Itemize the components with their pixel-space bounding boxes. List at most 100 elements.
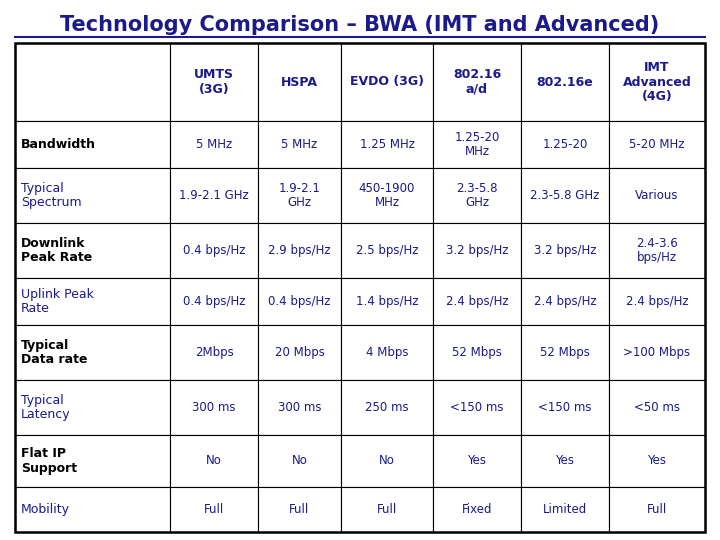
Bar bbox=[341, 121, 433, 168]
Text: Downlink
Peak Rate: Downlink Peak Rate bbox=[21, 237, 92, 264]
Text: 450-1900
MHz: 450-1900 MHz bbox=[359, 182, 415, 209]
Text: 2.4 bps/Hz: 2.4 bps/Hz bbox=[534, 295, 596, 308]
Text: UMTS
(3G): UMTS (3G) bbox=[194, 68, 234, 96]
Text: Typical
Data rate: Typical Data rate bbox=[21, 339, 88, 366]
Bar bbox=[170, 168, 258, 223]
Bar bbox=[341, 325, 433, 380]
Bar bbox=[521, 487, 609, 532]
Text: 5 MHz: 5 MHz bbox=[196, 138, 232, 151]
Bar bbox=[170, 380, 258, 435]
Text: 2.9 bps/Hz: 2.9 bps/Hz bbox=[268, 244, 330, 257]
Bar bbox=[521, 121, 609, 168]
Text: <150 ms: <150 ms bbox=[450, 401, 504, 414]
Text: 2Mbps: 2Mbps bbox=[194, 346, 233, 359]
Bar bbox=[258, 223, 341, 278]
Text: 1.25-20
MHz: 1.25-20 MHz bbox=[454, 131, 500, 158]
Text: 0.4 bps/Hz: 0.4 bps/Hz bbox=[183, 295, 246, 308]
Bar bbox=[170, 43, 258, 121]
Text: <50 ms: <50 ms bbox=[634, 401, 680, 414]
Bar bbox=[341, 223, 433, 278]
Bar bbox=[15, 43, 170, 121]
Bar bbox=[521, 223, 609, 278]
Bar bbox=[258, 487, 341, 532]
Text: 1.9-2.1 GHz: 1.9-2.1 GHz bbox=[179, 189, 249, 202]
Bar bbox=[15, 487, 170, 532]
Bar bbox=[609, 43, 705, 121]
Text: 300 ms: 300 ms bbox=[192, 401, 235, 414]
Bar bbox=[341, 487, 433, 532]
Bar bbox=[15, 168, 170, 223]
Text: 802.16e: 802.16e bbox=[536, 76, 593, 89]
Text: 2.4 bps/Hz: 2.4 bps/Hz bbox=[626, 295, 688, 308]
Text: HSPA: HSPA bbox=[281, 76, 318, 89]
Text: 3.2 bps/Hz: 3.2 bps/Hz bbox=[446, 244, 508, 257]
Text: 2.5 bps/Hz: 2.5 bps/Hz bbox=[356, 244, 418, 257]
Text: 52 Mbps: 52 Mbps bbox=[452, 346, 502, 359]
Text: 2.4-3.6
bps/Hz: 2.4-3.6 bps/Hz bbox=[636, 237, 678, 264]
Bar bbox=[609, 325, 705, 380]
Bar bbox=[609, 380, 705, 435]
Bar bbox=[258, 278, 341, 325]
Text: No: No bbox=[292, 455, 307, 468]
Bar bbox=[170, 325, 258, 380]
Bar bbox=[609, 487, 705, 532]
Bar bbox=[433, 168, 521, 223]
Text: 52 Mbps: 52 Mbps bbox=[540, 346, 590, 359]
Bar bbox=[341, 168, 433, 223]
Bar bbox=[433, 121, 521, 168]
Text: 0.4 bps/Hz: 0.4 bps/Hz bbox=[269, 295, 330, 308]
Bar bbox=[433, 380, 521, 435]
Text: Uplink Peak
Rate: Uplink Peak Rate bbox=[21, 288, 94, 315]
Text: Full: Full bbox=[289, 503, 310, 516]
Text: 1.4 bps/Hz: 1.4 bps/Hz bbox=[356, 295, 418, 308]
Bar bbox=[521, 278, 609, 325]
Text: Typical
Latency: Typical Latency bbox=[21, 394, 71, 421]
Bar bbox=[258, 121, 341, 168]
Text: 1.25-20: 1.25-20 bbox=[542, 138, 588, 151]
Bar bbox=[15, 223, 170, 278]
Text: Typical
Spectrum: Typical Spectrum bbox=[21, 182, 81, 209]
Bar bbox=[609, 168, 705, 223]
Text: Fixed: Fixed bbox=[462, 503, 492, 516]
Bar bbox=[258, 325, 341, 380]
Bar bbox=[609, 121, 705, 168]
Text: <150 ms: <150 ms bbox=[539, 401, 592, 414]
Text: 802.16
a/d: 802.16 a/d bbox=[453, 68, 501, 96]
Text: 5-20 MHz: 5-20 MHz bbox=[629, 138, 685, 151]
Text: 5 MHz: 5 MHz bbox=[282, 138, 318, 151]
Bar bbox=[170, 223, 258, 278]
Bar bbox=[341, 43, 433, 121]
Bar bbox=[15, 325, 170, 380]
Text: No: No bbox=[379, 455, 395, 468]
Text: 300 ms: 300 ms bbox=[278, 401, 321, 414]
Bar bbox=[521, 435, 609, 487]
Bar bbox=[433, 43, 521, 121]
Text: 4 Mbps: 4 Mbps bbox=[366, 346, 408, 359]
Bar bbox=[258, 168, 341, 223]
Bar bbox=[521, 380, 609, 435]
Bar bbox=[433, 278, 521, 325]
Text: Mobility: Mobility bbox=[21, 503, 70, 516]
Bar bbox=[170, 278, 258, 325]
Bar bbox=[258, 380, 341, 435]
Bar bbox=[258, 435, 341, 487]
Text: >100 Mbps: >100 Mbps bbox=[624, 346, 690, 359]
Bar bbox=[433, 325, 521, 380]
Text: IMT
Advanced
(4G): IMT Advanced (4G) bbox=[623, 61, 691, 103]
Text: 20 Mbps: 20 Mbps bbox=[274, 346, 325, 359]
Text: 1.25 MHz: 1.25 MHz bbox=[359, 138, 415, 151]
Bar bbox=[609, 278, 705, 325]
Bar bbox=[341, 278, 433, 325]
Text: Yes: Yes bbox=[647, 455, 667, 468]
Bar bbox=[15, 380, 170, 435]
Bar bbox=[609, 435, 705, 487]
Text: 0.4 bps/Hz: 0.4 bps/Hz bbox=[183, 244, 246, 257]
Text: Full: Full bbox=[647, 503, 667, 516]
Bar bbox=[433, 223, 521, 278]
Text: 2.3-5.8
GHz: 2.3-5.8 GHz bbox=[456, 182, 498, 209]
Bar bbox=[15, 435, 170, 487]
Bar bbox=[521, 168, 609, 223]
Bar bbox=[258, 43, 341, 121]
Text: Yes: Yes bbox=[467, 455, 487, 468]
Text: 3.2 bps/Hz: 3.2 bps/Hz bbox=[534, 244, 596, 257]
